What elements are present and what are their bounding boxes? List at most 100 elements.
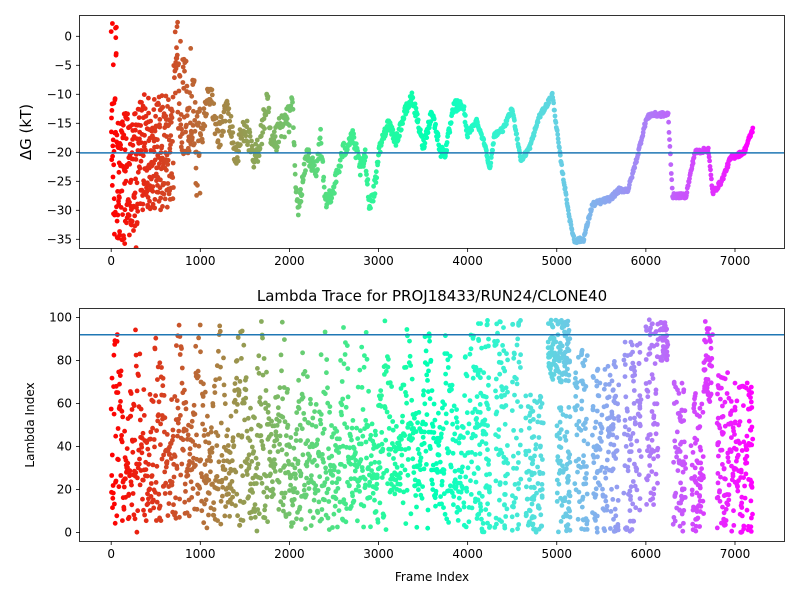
lambda-point <box>377 500 383 506</box>
lambda-point <box>741 523 747 529</box>
lambda-point <box>367 479 373 485</box>
lambda-point <box>643 357 649 362</box>
lambda-point <box>193 343 199 349</box>
lambda-point <box>613 393 619 399</box>
lambda-point <box>590 404 596 409</box>
lambda-point <box>483 507 489 512</box>
lambda-point <box>518 428 524 433</box>
dg-point <box>569 227 575 232</box>
lambda-point <box>133 352 139 358</box>
dg-point <box>318 140 324 146</box>
lambda-point <box>179 461 185 467</box>
dg-point <box>235 158 241 164</box>
lambda-point <box>260 335 265 341</box>
lambda-point <box>476 490 482 496</box>
lambda-point <box>229 479 235 484</box>
lambda-point <box>492 343 498 348</box>
lambda-point <box>244 472 250 477</box>
lambda-point <box>417 481 422 487</box>
dg-point <box>589 207 594 212</box>
lambda-point <box>292 465 298 471</box>
lambda-point <box>451 502 456 508</box>
dg-point <box>370 198 376 204</box>
lambda-point <box>637 341 643 346</box>
lambda-point <box>272 461 278 467</box>
lambda-point <box>539 523 545 529</box>
lambda-point <box>403 364 409 370</box>
lambda-point <box>554 490 560 496</box>
dg-point <box>192 128 198 134</box>
lambda-point <box>677 523 683 529</box>
lambda-point <box>341 361 347 367</box>
lambda-point <box>118 473 124 478</box>
lambda-point <box>304 475 309 481</box>
lambda-point <box>625 468 631 474</box>
lambda-point <box>215 486 221 492</box>
dg-point <box>249 143 255 149</box>
dg-point <box>118 142 123 148</box>
dg-point <box>292 163 298 168</box>
lambda-point <box>256 353 262 359</box>
lambda-point <box>535 503 541 509</box>
dg-point <box>120 212 125 218</box>
lambda-point <box>654 447 660 453</box>
dg-point <box>113 35 119 41</box>
lambda-point <box>611 398 617 404</box>
lambda-point <box>748 384 754 390</box>
dg-point <box>435 133 441 139</box>
lambda-point <box>590 432 595 438</box>
dg-point <box>371 183 376 189</box>
lambda-point <box>486 375 492 381</box>
y-tick-label: 0 <box>64 525 72 539</box>
lambda-point <box>717 488 722 493</box>
lambda-point <box>476 336 481 342</box>
lambda-point <box>336 450 342 455</box>
lambda-point <box>336 469 341 475</box>
lambda-point <box>575 516 581 522</box>
lambda-point <box>398 386 404 391</box>
lambda-point <box>201 381 206 387</box>
lambda-point <box>240 473 246 479</box>
lambda-point <box>708 363 713 368</box>
lambda-point <box>397 475 403 481</box>
lambda-point <box>439 478 445 484</box>
lambda-point <box>449 490 455 496</box>
dg-point <box>174 45 179 51</box>
lambda-point <box>302 369 308 374</box>
lambda-point <box>497 371 503 377</box>
lambda-point <box>131 403 137 408</box>
lambda-point <box>341 325 346 330</box>
lambda-point <box>278 352 284 358</box>
dg-point <box>155 189 161 195</box>
lambda-point <box>293 475 299 481</box>
lambda-point <box>573 376 578 381</box>
dg-point <box>708 172 714 178</box>
lambda-point <box>501 348 507 354</box>
dg-point <box>469 127 475 133</box>
lambda-point <box>498 319 503 325</box>
dg-point <box>284 116 290 122</box>
lambda-point <box>567 336 573 342</box>
dg-point <box>666 119 671 125</box>
lambda-point <box>149 473 155 478</box>
dg-point <box>260 130 266 136</box>
lambda-point <box>591 444 597 450</box>
lambda-point <box>345 394 351 400</box>
lambda-point <box>239 356 244 361</box>
lambda-point <box>173 495 179 501</box>
lambda-point <box>222 513 228 519</box>
lambda-point <box>632 461 637 467</box>
dg-point <box>409 90 415 96</box>
lambda-point <box>421 466 427 472</box>
y-tick-label: −30 <box>47 203 72 217</box>
lambda-point <box>246 452 252 458</box>
lambda-point <box>562 467 567 472</box>
lambda-point <box>421 388 427 394</box>
lambda-point <box>313 483 319 488</box>
dg-point <box>372 191 378 197</box>
lambda-point <box>653 431 659 437</box>
dg-point <box>144 185 149 191</box>
lambda-point <box>598 430 604 436</box>
